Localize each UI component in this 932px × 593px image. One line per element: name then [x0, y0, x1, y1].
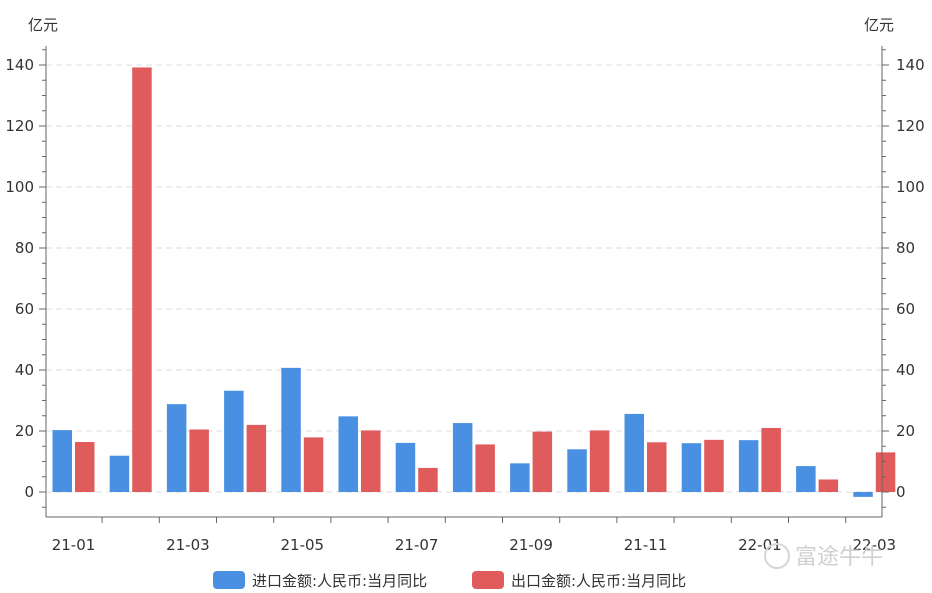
export-bar-21-10[interactable] — [589, 430, 610, 492]
y-tick-label-left: 60 — [15, 300, 34, 318]
bars — [52, 67, 896, 497]
export-bar-21-03[interactable] — [189, 429, 209, 492]
import-bar-21-11[interactable] — [624, 413, 645, 492]
export-bar-22-02[interactable] — [818, 479, 839, 492]
export-bar-22-03[interactable] — [875, 452, 896, 492]
y-tick-label-right: 40 — [896, 361, 915, 379]
y-tick-label-right: 20 — [896, 422, 915, 440]
y-tick-label-right: 140 — [896, 56, 925, 74]
import-bar-21-04[interactable] — [224, 390, 244, 492]
y-tick-label-left: 80 — [15, 239, 34, 257]
import-bar-21-08[interactable] — [452, 423, 473, 492]
x-tick-label: 22-01 — [738, 536, 782, 554]
watermark-text: 富途牛牛 — [795, 545, 883, 570]
y-axis-unit-right: 亿元 — [864, 16, 894, 34]
import-bar-22-03[interactable] — [853, 492, 873, 497]
export-bar-21-11[interactable] — [647, 442, 667, 492]
axes: 0 0 20 20 40 40 60 60 80 80 100 100 120 120 140 140 21-0… — [5, 46, 925, 554]
import-bar-21-12[interactable] — [681, 443, 702, 492]
y-tick-label-left: 120 — [5, 117, 34, 135]
y-tick-label-left: 100 — [5, 178, 34, 196]
import-bar-21-10[interactable] — [567, 449, 587, 492]
legend-swatch-export[interactable] — [472, 571, 504, 589]
import-bar-21-05[interactable] — [281, 367, 301, 492]
export-bar-21-12[interactable] — [704, 439, 724, 492]
import-bar-22-01[interactable] — [738, 440, 759, 492]
import-bar-21-03[interactable] — [166, 404, 187, 492]
import-bar-21-02[interactable] — [109, 455, 130, 492]
x-tick-label: 21-07 — [395, 536, 439, 554]
legend[interactable]: 进口金额:人民币:当月同比 出口金额:人民币:当月同比 — [213, 571, 686, 590]
import-bar-21-01[interactable] — [52, 430, 73, 492]
x-tick-label: 22-03 — [853, 536, 897, 554]
export-bar-21-07[interactable] — [418, 467, 438, 492]
y-tick-label-left: 20 — [15, 422, 34, 440]
import-bar-22-02[interactable] — [796, 466, 816, 492]
legend-label-export[interactable]: 出口金额:人民币:当月同比 — [511, 572, 686, 590]
x-tick-label: 21-05 — [281, 536, 325, 554]
legend-label-import[interactable]: 进口金额:人民币:当月同比 — [252, 572, 427, 590]
export-bar-21-04[interactable] — [246, 424, 267, 492]
y-tick-label-right: 80 — [896, 239, 915, 257]
y-tick-label-left: 40 — [15, 361, 34, 379]
export-bar-21-02[interactable] — [132, 67, 152, 492]
export-bar-21-01[interactable] — [75, 441, 95, 492]
y-tick-label-left: 140 — [5, 56, 34, 74]
y-tick-label-right: 0 — [896, 483, 906, 501]
export-bar-21-09[interactable] — [532, 431, 553, 492]
import-bar-21-07[interactable] — [395, 442, 416, 492]
export-bar-22-01[interactable] — [761, 427, 781, 492]
y-tick-label-right: 120 — [896, 117, 925, 135]
export-bar-21-08[interactable] — [475, 444, 495, 492]
y-axis-unit-left: 亿元 — [28, 16, 58, 34]
export-bar-21-06[interactable] — [361, 430, 381, 492]
export-bar-21-05[interactable] — [303, 437, 324, 492]
y-tick-label-right: 100 — [896, 178, 925, 196]
x-tick-label: 21-03 — [166, 536, 210, 554]
import-bar-21-09[interactable] — [510, 463, 530, 492]
x-tick-label: 21-11 — [624, 536, 668, 554]
x-tick-label: 21-09 — [509, 536, 553, 554]
legend-swatch-import[interactable] — [213, 571, 245, 589]
y-tick-label-right: 60 — [896, 300, 915, 318]
watermark: 富途牛牛 — [764, 543, 883, 570]
x-tick-label: 21-01 — [52, 536, 96, 554]
import-bar-21-06[interactable] — [338, 416, 359, 492]
y-tick-label-left: 0 — [24, 483, 34, 501]
watermark-logo-icon — [764, 543, 790, 569]
